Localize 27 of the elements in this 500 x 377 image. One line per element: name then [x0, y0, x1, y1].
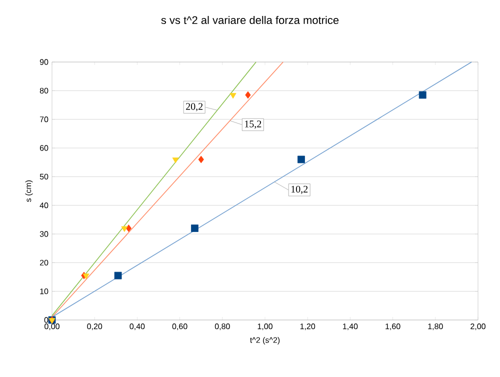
x-tick-label: 0,80 [214, 324, 230, 330]
y-tick-label: 50 [40, 174, 48, 180]
series-label: 20,2 [186, 103, 203, 112]
x-tick-label: 1,00 [258, 324, 272, 330]
x-tick-label: 1,20 [300, 324, 316, 330]
x-tick-label: 0,20 [87, 324, 102, 330]
x-tick-label: 1,40 [343, 324, 358, 330]
y-tick-label: 20 [40, 260, 48, 266]
x-tick-label: 0,40 [130, 324, 145, 330]
y-tick-label: 80 [40, 88, 48, 94]
x-tick-label: 2,00 [470, 324, 486, 330]
chart-title: s vs t^2 al variare della forza motrice [161, 16, 339, 24]
y-axis-title: s (cm) [25, 180, 33, 202]
series-label: 10,2 [291, 186, 308, 194]
y-tick-label: 0 [44, 317, 48, 323]
y-tick-label: 90 [40, 59, 48, 65]
x-tick-label: 1,60 [386, 324, 400, 330]
x-tick-label: 0,60 [172, 324, 188, 330]
x-tick-label: 1,80 [428, 324, 443, 330]
y-tick-label: 70 [40, 116, 48, 122]
series-label: 15,2 [245, 120, 262, 129]
y-tick-label: 10 [40, 288, 48, 294]
y-tick-label: 40 [40, 202, 48, 208]
x-tick-label: 0,00 [44, 324, 60, 330]
y-tick-label: 30 [40, 231, 48, 237]
x-axis-title: t^2 (s^2) [250, 336, 280, 344]
y-tick-label: 60 [40, 145, 48, 151]
